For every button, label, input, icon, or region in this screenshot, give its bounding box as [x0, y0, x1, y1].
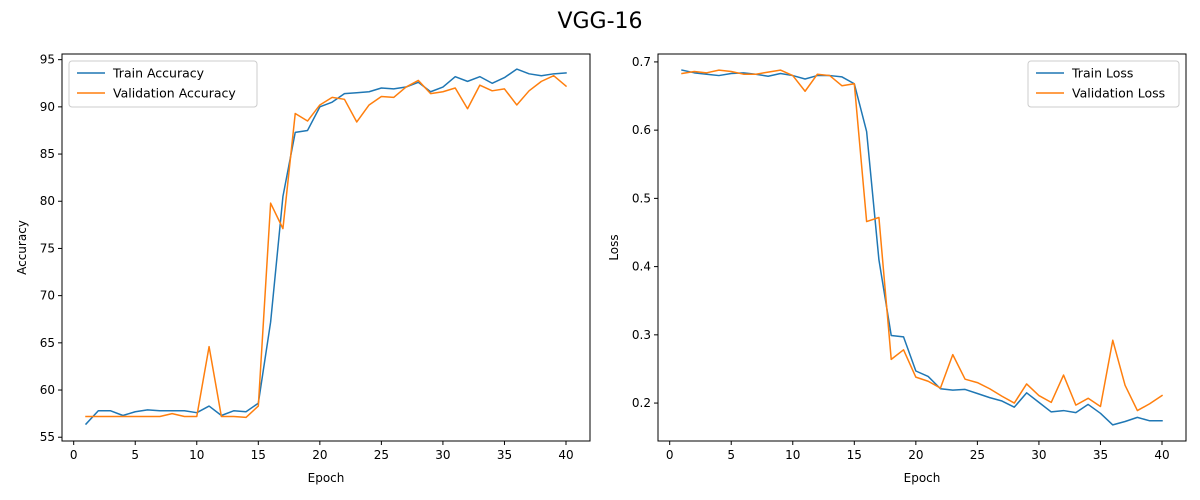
loss-axes-frame — [657, 53, 1187, 442]
loss-x-tick-label: 10 — [785, 448, 800, 462]
loss-series-train-loss — [681, 69, 1163, 426]
accuracy-x-tick-label: 35 — [497, 448, 512, 462]
loss-y-axis-label: Loss — [607, 234, 621, 260]
accuracy-x-tick-label: 30 — [435, 448, 450, 462]
loss-x-tick-label: 5 — [727, 448, 735, 462]
loss-x-tick-label: 25 — [970, 448, 985, 462]
accuracy-y-axis-label: Accuracy — [15, 220, 29, 275]
loss-x-tick-label: 0 — [666, 448, 674, 462]
loss-y-tick-label: 0.6 — [632, 123, 651, 137]
accuracy-x-tick-label: 0 — [70, 448, 78, 462]
loss-series-validation-loss — [681, 69, 1164, 412]
accuracy-series-validation-accuracy — [85, 74, 568, 419]
loss-y-tick-label: 0.5 — [632, 191, 651, 205]
accuracy-y-tick-label: 90 — [40, 100, 55, 114]
loss-y-tick-label: 0.2 — [632, 396, 651, 410]
loss-plot-area — [658, 54, 1186, 441]
accuracy-y-tick-label: 85 — [40, 147, 55, 161]
accuracy-y-tick-label: 80 — [40, 194, 55, 208]
accuracy-axes-frame — [61, 53, 591, 442]
loss-x-axis-label: Epoch — [904, 471, 941, 485]
loss-legend-label-validation-loss: Validation Loss — [1072, 86, 1165, 101]
loss-y-tick-label: 0.3 — [632, 328, 651, 342]
accuracy-y-tick-label: 75 — [40, 241, 55, 255]
loss-y-tick-label: 0.7 — [632, 55, 651, 69]
accuracy-x-tick-label: 40 — [558, 448, 573, 462]
accuracy-legend-label-train-accuracy: Train Accuracy — [112, 66, 205, 81]
loss-x-tick-label: 30 — [1031, 448, 1046, 462]
accuracy-x-tick-label: 20 — [312, 448, 327, 462]
accuracy-x-tick-label: 25 — [374, 448, 389, 462]
loss-legend-box — [1027, 60, 1180, 108]
accuracy-plot: 0 5 10 15 20 25 30 35 40 55 60 65 70 75 80 85 90 95 Epoch A… — [15, 53, 591, 485]
loss-legend: Train Loss Validation Loss — [1027, 60, 1180, 108]
accuracy-x-tick-label: 10 — [189, 448, 204, 462]
accuracy-legend-box — [68, 60, 258, 108]
accuracy-legend: Train Accuracy Validation Accuracy — [68, 60, 258, 108]
loss-y-tick-label: 0.4 — [632, 260, 651, 274]
accuracy-x-tick-label: 5 — [131, 448, 139, 462]
accuracy-plot-area — [62, 54, 590, 441]
loss-x-tick-label: 35 — [1093, 448, 1108, 462]
loss-x-tick-label: 15 — [847, 448, 862, 462]
accuracy-series-train-accuracy — [84, 68, 567, 426]
loss-plot: 0 5 10 15 20 25 30 35 40 0.2 0.3 0.4 0.5 0.6 0.7 Epoch L… — [607, 53, 1187, 485]
accuracy-y-tick-label: 95 — [40, 53, 55, 67]
accuracy-y-tick-label: 60 — [40, 383, 55, 397]
accuracy-y-tick-label: 55 — [40, 430, 55, 444]
loss-legend-label-train-loss: Train Loss — [1071, 66, 1133, 81]
accuracy-legend-label-validation-accuracy: Validation Accuracy — [113, 86, 236, 101]
loss-x-tick-label: 20 — [908, 448, 923, 462]
loss-x-tick-label: 40 — [1154, 448, 1169, 462]
accuracy-x-tick-label: 15 — [251, 448, 266, 462]
accuracy-y-tick-label: 70 — [40, 289, 55, 303]
accuracy-x-axis-label: Epoch — [308, 471, 345, 485]
figure-title: VGG-16 — [557, 9, 642, 34]
accuracy-y-tick-label: 65 — [40, 336, 55, 350]
